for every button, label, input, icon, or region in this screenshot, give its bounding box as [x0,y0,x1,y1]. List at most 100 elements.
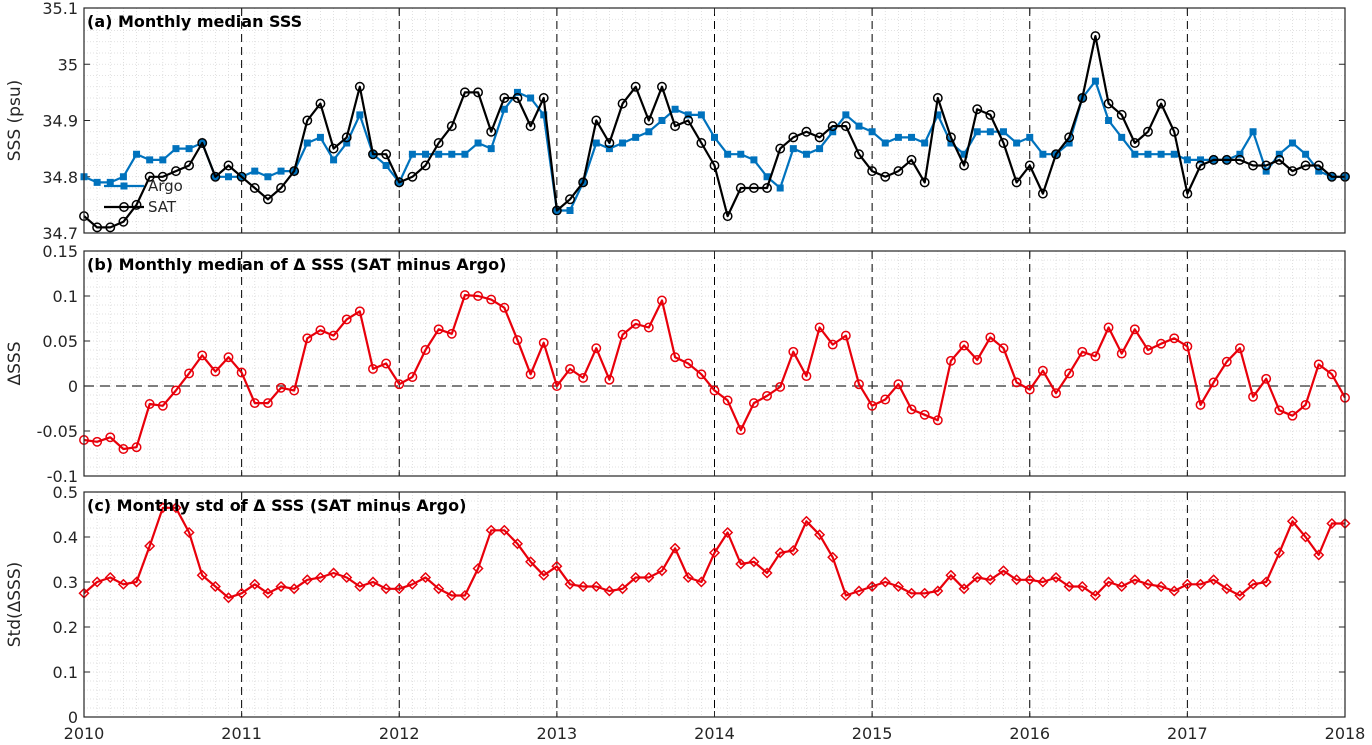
data-point [499,302,510,313]
data-point [1118,133,1126,141]
x-axis: 2010 2011 2012 2013 2014 2015 2016 2017 2018 [64,492,1365,743]
data-point [867,400,878,411]
data-point [224,173,232,181]
data-point [1313,359,1324,370]
data-point [1155,580,1167,593]
data-point [131,442,142,453]
y-tick-label: 0.4 [53,528,78,547]
data-point [605,145,613,153]
y-tick-label: 0.1 [53,663,78,682]
year-gridlines [241,492,1188,717]
data-point [1116,348,1127,359]
data-point [1287,410,1298,421]
data-point [105,432,116,443]
data-point [894,133,902,141]
y-axis-label: SSS (psu) [5,80,25,161]
data-point [540,111,548,119]
data-point [525,121,536,132]
data-point [380,583,392,595]
series-line [83,506,1345,599]
data-point [251,167,259,175]
series-line [83,34,1345,229]
data-point [223,352,234,363]
y-tick-label: 0 [68,708,78,727]
data-point [1194,578,1207,590]
data-point [657,295,667,306]
data-point [735,425,746,436]
data-point [565,363,575,374]
data-point [249,398,260,409]
data-point [630,81,641,92]
data-point [1286,515,1299,527]
data-point [919,587,931,599]
data-point [356,111,364,119]
data-point [787,544,799,557]
data-point [1037,365,1048,376]
panel-title: (a) Monthly median SSS [87,12,302,31]
data-point [1064,132,1075,143]
data-point [986,128,994,136]
data-point [486,126,497,137]
data-point [801,126,812,137]
data-point [236,587,248,599]
data-point [630,318,641,329]
data-point [590,580,602,593]
data-point [959,160,970,171]
data-point [302,115,313,126]
data-point [105,222,116,233]
data-point [341,571,353,584]
data-point [131,199,142,210]
data-point [1170,150,1178,158]
data-point [368,149,378,160]
data-point [1168,585,1180,597]
data-point [1275,150,1283,158]
data-point [1221,583,1233,595]
data-point [1221,356,1232,367]
data-point [1011,177,1022,188]
data-point [973,128,981,136]
data-point [1182,188,1193,199]
data-point [144,171,155,182]
panel-c: 0 0.1 0.2 0.3 0.4 0.5 2010 2011 2012 2013 2014 2015… [5,483,1365,743]
legend-swatch-marker [120,182,128,190]
data-point [592,139,600,147]
data-point [748,183,759,193]
data-point [1024,160,1035,171]
data-point [750,156,758,164]
data-point [144,540,156,552]
data-point [367,576,379,588]
axes-box [83,250,1346,477]
data-point [315,325,326,336]
data-point [1249,128,1257,136]
data-point [407,171,418,182]
data-point [591,343,602,354]
data-point [945,132,956,143]
data-point [1315,167,1323,175]
data-point [130,576,143,588]
data-point [330,156,338,164]
data-point [632,133,640,141]
data-point [394,379,405,390]
data-point [735,558,747,570]
data-point [1050,571,1062,584]
data-point [1105,117,1113,124]
data-point [1234,343,1245,354]
data-point [880,394,891,405]
data-point [997,565,1010,577]
data-point [1288,139,1296,147]
data-point [645,128,653,136]
data-point [512,93,523,103]
x-tick-label: 2012 [379,724,420,743]
y-axis-label: Std(ΔSSS) [5,562,25,648]
data-point [683,358,694,369]
data-point [617,329,628,340]
data-point [368,363,378,374]
data-point [722,395,733,406]
data-point [998,343,1009,354]
data-point [932,415,943,426]
data-point [1261,160,1272,171]
data-point [184,368,195,379]
data-point [578,177,589,188]
data-point [1065,139,1073,147]
data-point [420,160,431,171]
